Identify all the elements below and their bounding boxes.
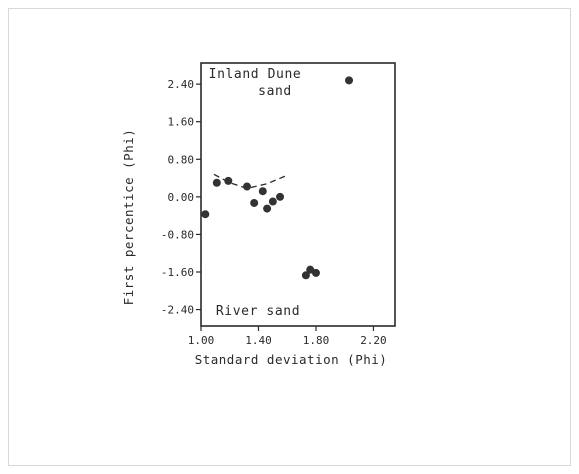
- data-point: [258, 187, 267, 196]
- data-point: [311, 268, 320, 277]
- data-point: [242, 182, 251, 191]
- y-tick-label: 0.80: [168, 153, 195, 166]
- data-point: [224, 176, 233, 185]
- data-point: [301, 271, 310, 280]
- data-point: [263, 204, 272, 213]
- data-points: [201, 76, 354, 280]
- x-axis: 1.00 1.40 1.80 2.20: [188, 326, 387, 347]
- y-tick-label: -1.60: [161, 266, 194, 279]
- y-tick-label: 1.60: [168, 116, 195, 129]
- annotation-inland-dune-line1: Inland Dune: [209, 67, 302, 82]
- y-tick-label: -2.40: [161, 304, 194, 317]
- figure-frame: 1.00 1.40 1.80 2.20 2.40 1.60 0.80 0.00 -0.80 -1…: [8, 8, 571, 466]
- y-tick-label: 0.00: [168, 191, 195, 204]
- annotation-river-sand: River sand: [216, 304, 300, 319]
- x-tick-label: 1.00: [188, 334, 215, 347]
- annotation-inland-dune-line2: sand: [258, 84, 292, 99]
- scatter-chart: 1.00 1.40 1.80 2.20 2.40 1.60 0.80 0.00 -0.80 -1…: [121, 62, 396, 367]
- x-axis-label: Standard deviation (Phi): [195, 352, 388, 367]
- data-point: [201, 210, 210, 219]
- data-point: [268, 197, 277, 206]
- x-tick-label: 1.80: [303, 334, 330, 347]
- y-tick-label: 2.40: [168, 78, 195, 91]
- data-point: [250, 198, 259, 207]
- data-point: [212, 178, 221, 187]
- y-tick-label: -0.80: [161, 228, 194, 241]
- x-tick-label: 1.40: [245, 334, 272, 347]
- x-tick-label: 2.20: [360, 334, 387, 347]
- data-point: [345, 76, 354, 85]
- plot-area-border: [200, 62, 396, 327]
- y-axis: 2.40 1.60 0.80 0.00 -0.80 -1.60 -2.40: [161, 78, 201, 317]
- data-point: [276, 192, 285, 201]
- y-axis-label: First percentice (Phi): [121, 129, 136, 306]
